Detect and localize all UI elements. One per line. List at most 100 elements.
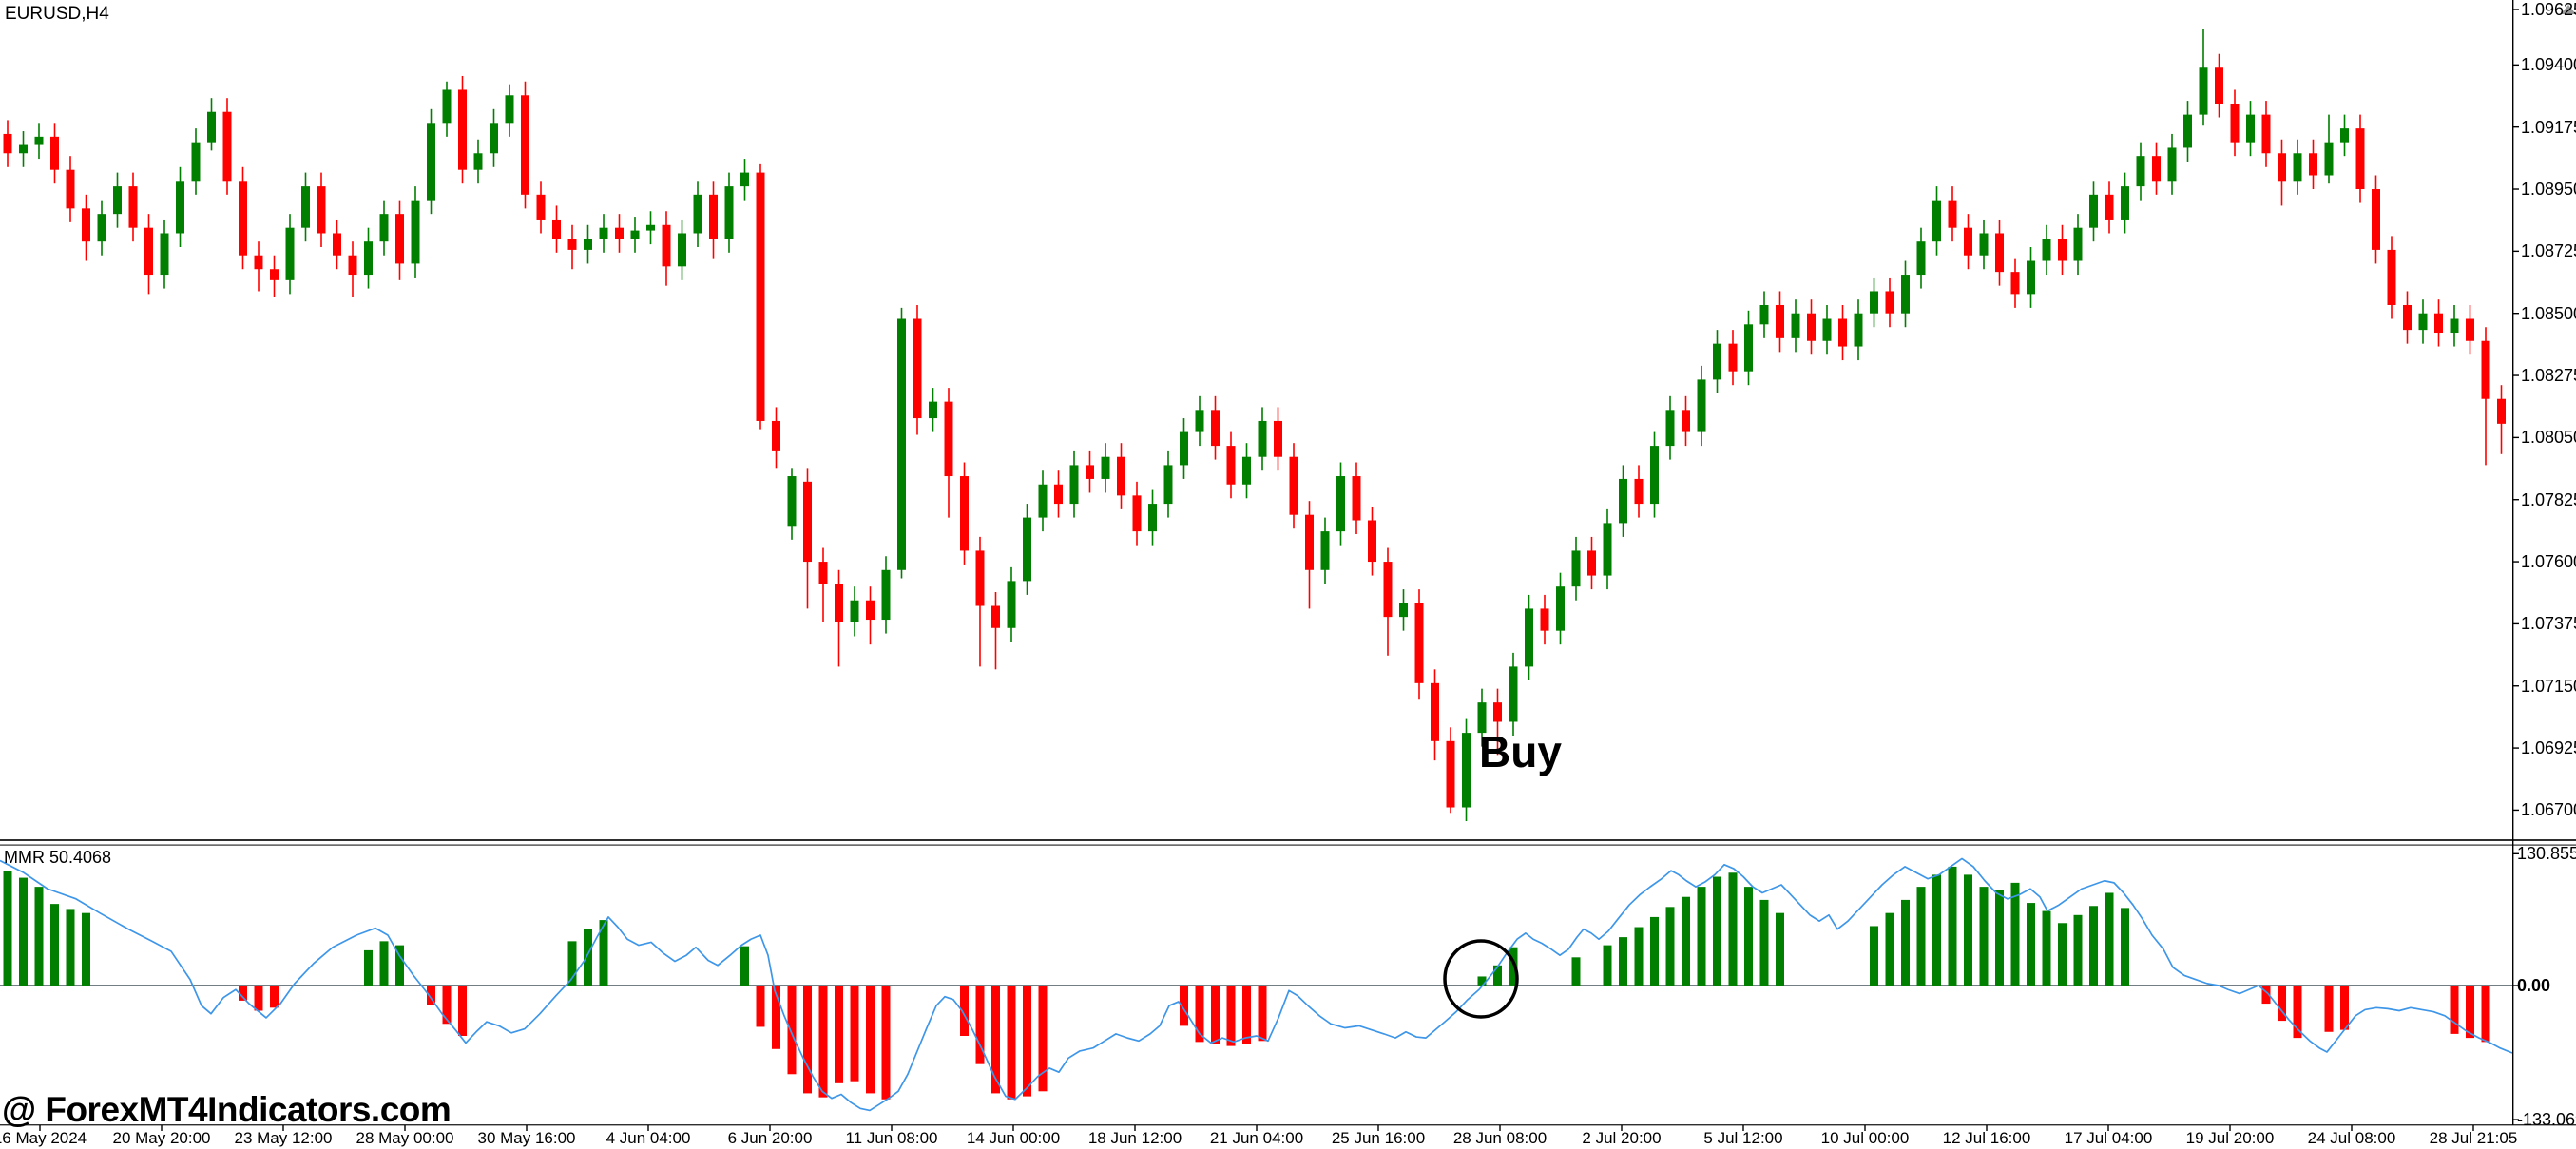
candle-body (1619, 478, 1627, 524)
candle-body (803, 481, 812, 563)
candle-body (2324, 142, 2334, 176)
candle-body (1069, 465, 1079, 505)
candle-body (1509, 666, 1518, 722)
candle-body (1571, 550, 1581, 587)
price-axis-label: 1.07825 (2521, 489, 2576, 509)
candle-body (2434, 313, 2443, 334)
candle-body (128, 186, 138, 228)
candle-body (1948, 200, 1957, 228)
time-axis-label: 21 Jun 04:00 (1209, 1129, 1304, 1147)
price-axis-label: 1.07600 (2521, 552, 2576, 572)
candle-body (207, 111, 216, 143)
candle-body (176, 181, 184, 234)
candle-body (2042, 239, 2051, 261)
time-axis-label: 10 Jul 00:00 (1820, 1129, 1910, 1147)
candle-body (3, 133, 12, 154)
candle-body (2183, 114, 2192, 148)
histogram-bar (599, 920, 608, 986)
candle-body (975, 550, 985, 606)
price-axis-label: 1.09175 (2521, 117, 2576, 137)
histogram-bar (1885, 912, 1894, 986)
candle-body (2497, 398, 2506, 424)
candle-body (2199, 67, 2208, 115)
histogram-bar (379, 941, 389, 986)
candle-body (113, 186, 122, 215)
candle-body (835, 584, 843, 622)
histogram-bar (2089, 906, 2098, 986)
candle-body (458, 89, 467, 170)
histogram-bar (2073, 914, 2083, 986)
triangle-up-icon[interactable] (2561, 5, 2576, 14)
histogram-bar (50, 904, 59, 986)
candle-body (2293, 153, 2302, 182)
histogram-bar (2010, 882, 2020, 986)
candle-body (1352, 476, 1361, 521)
candle-body (82, 208, 90, 242)
candle-body (2105, 194, 2114, 220)
candle-body (1101, 456, 1110, 479)
candle-body (1728, 343, 1738, 372)
candle-body (740, 172, 749, 187)
candle-body (1995, 233, 2004, 273)
candle-body (724, 186, 734, 239)
time-axis-label: 2 Jul 20:00 (1582, 1129, 1662, 1147)
candle-body (709, 194, 718, 239)
candle-body (1525, 608, 1533, 667)
histogram-bar (756, 986, 765, 1027)
histogram-bar (772, 986, 780, 1049)
histogram-bar (364, 949, 373, 986)
histogram-bar (395, 945, 404, 986)
candle-body (2450, 318, 2459, 334)
candle-body (521, 95, 529, 195)
candle-body (1195, 410, 1204, 432)
candle-body (2152, 156, 2161, 182)
candle-body (1226, 446, 1236, 485)
candle-body (1258, 420, 1267, 457)
candle-body (1870, 291, 1878, 314)
indicator-panel-canvas[interactable] (0, 846, 2512, 1124)
histogram-bar (1603, 945, 1612, 986)
candle-body (2010, 272, 2020, 295)
candle-body (1682, 410, 1690, 432)
candle-body (490, 123, 498, 154)
candle-body (395, 214, 404, 264)
candle-body (1414, 603, 1424, 683)
candle-body (2121, 186, 2129, 220)
histogram-bar (82, 912, 90, 986)
candle-body (270, 269, 279, 280)
candle-body (1791, 313, 1800, 338)
time-axis-label: 20 May 20:00 (112, 1129, 211, 1147)
candle-body (2481, 340, 2490, 399)
time-axis-label: 28 Jun 08:00 (1452, 1129, 1548, 1147)
histogram-bar (1744, 887, 1753, 986)
candle-body (2230, 103, 2240, 143)
histogram-bar (787, 986, 797, 1075)
time-axis-label: 28 May 00:00 (356, 1129, 454, 1147)
histogram-bar (1007, 986, 1016, 1100)
candle-body (1163, 465, 1173, 505)
candle-body (646, 224, 655, 231)
candle-body (1305, 514, 1314, 570)
candle-body (1383, 562, 1393, 618)
time-axis-label: 19 Jul 20:00 (2185, 1129, 2275, 1147)
candle-body (66, 169, 75, 209)
candle-body (536, 194, 546, 220)
histogram-bar (1901, 899, 1910, 986)
histogram-bar (1995, 890, 2004, 986)
time-axis-label: 11 Jun 08:00 (845, 1129, 938, 1147)
histogram-bar (34, 887, 44, 986)
watermark: @ ForexMT4Indicators.com (2, 1090, 452, 1129)
candle-body (1242, 456, 1251, 485)
main-chart-canvas[interactable] (0, 0, 2512, 840)
candle-body (160, 233, 169, 276)
candle-body (379, 214, 389, 242)
candle-body (2403, 304, 2412, 331)
candle-body (2309, 153, 2317, 176)
candle-body (191, 142, 201, 182)
histogram-bar (881, 986, 891, 1100)
price-axis-label: 1.08950 (2521, 180, 2576, 200)
candle-body (1446, 740, 1455, 808)
histogram-bar (1242, 986, 1251, 1044)
candle-body (2466, 318, 2474, 341)
